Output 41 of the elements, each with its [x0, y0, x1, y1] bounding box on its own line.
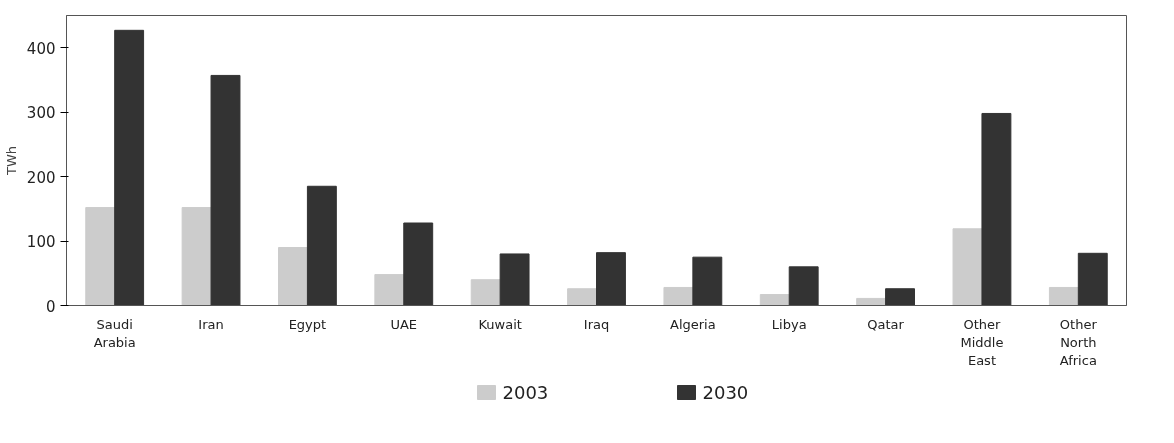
- x-tick-label: Other Middle East: [960, 316, 1004, 368]
- bar: [952, 228, 983, 306]
- bar: [278, 247, 308, 306]
- bar: [181, 207, 212, 306]
- bar: [788, 266, 819, 306]
- x-tick-label: Iraq: [583, 316, 610, 332]
- x-tick-label: Other North Africa: [1059, 316, 1098, 368]
- bar: [885, 288, 915, 306]
- x-tick-label: Kuwait: [478, 316, 522, 332]
- bar: [470, 279, 501, 306]
- x-tick-label: UAE: [390, 316, 418, 332]
- bar: [856, 297, 887, 306]
- y-tick-label: 100: [26, 233, 56, 252]
- x-tick-label: Saudi Arabia: [93, 316, 136, 350]
- legend-label: 2003: [502, 382, 549, 403]
- y-tick-label: 400: [26, 39, 56, 58]
- y-tick-label: 0: [45, 297, 56, 316]
- bar: [210, 74, 241, 306]
- bar: [1077, 252, 1108, 306]
- bar: [114, 29, 145, 306]
- bar: [663, 286, 694, 306]
- x-tick-label: Egypt: [288, 316, 327, 332]
- bar: [692, 256, 723, 306]
- x-tick-label: Iran: [198, 316, 224, 332]
- y-tick-label: 300: [26, 104, 56, 123]
- bar: [759, 294, 790, 306]
- bar: [85, 207, 116, 306]
- x-tick-label: Algeria: [670, 316, 716, 332]
- bar: [403, 222, 434, 306]
- bar: [567, 288, 597, 306]
- y-tick-label: 200: [26, 168, 56, 187]
- legend-label: 2030: [702, 382, 749, 403]
- x-tick-label: Qatar: [867, 316, 905, 332]
- x-tick-label: Libya: [771, 316, 807, 332]
- bar: [981, 112, 1012, 306]
- bar: [1048, 286, 1079, 306]
- y-axis-title: TWh: [3, 145, 19, 177]
- bar: [306, 185, 337, 306]
- bar: [374, 274, 405, 306]
- bar: [596, 252, 626, 306]
- bar: [499, 253, 530, 306]
